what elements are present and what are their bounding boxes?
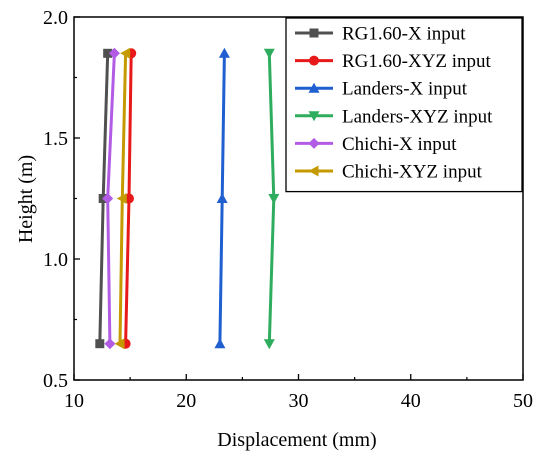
legend-marker (308, 111, 320, 122)
data-point (103, 48, 113, 58)
data-point (104, 338, 116, 350)
x-tick-label: 30 (289, 390, 309, 412)
legend-entry: RG1.60-X input (295, 24, 466, 45)
y-tick-label: 2.0 (43, 7, 68, 29)
legend-entry: RG1.60-XYZ input (295, 51, 492, 72)
series-layer (95, 47, 280, 350)
data-point (120, 47, 131, 59)
y-axis-title: Height (m) (15, 155, 37, 243)
legend-marker (309, 55, 319, 66)
axes: 10 20 30 40 50 0.5 1.0 1.5 2.0 (43, 7, 533, 412)
data-point (263, 339, 275, 350)
x-tick-label: 20 (176, 390, 196, 412)
data-point (218, 47, 230, 58)
data-point (102, 193, 114, 204)
legend-entry: Landers-X input (295, 79, 468, 100)
x-tick-label: 50 (513, 390, 533, 412)
legend-marker (308, 82, 320, 93)
data-point (216, 193, 228, 203)
legend-entry: Chichi-X input (295, 134, 457, 155)
y-tick-label: 1.0 (43, 249, 68, 271)
data-point (214, 338, 226, 349)
legend-entry: Landers-XYZ input (295, 106, 493, 127)
legend-label: RG1.60-X input (342, 24, 466, 45)
legend-label: Chichi-XYZ input (342, 162, 483, 183)
data-point (268, 194, 280, 204)
x-tick-label: 40 (401, 390, 421, 412)
data-point (116, 193, 127, 204)
data-point (108, 47, 120, 59)
y-tick-label: 0.5 (43, 370, 68, 392)
series-5 (102, 47, 120, 350)
legend-marker (309, 28, 319, 38)
data-point (263, 48, 275, 59)
series-3 (214, 47, 230, 349)
x-tick-label: 10 (64, 390, 84, 412)
legend-label: RG1.60-XYZ input (342, 51, 492, 72)
x-axis-title: Displacement (mm) (217, 429, 376, 451)
legend-box (285, 17, 523, 193)
data-point (114, 338, 125, 350)
series-4 (263, 48, 280, 350)
y-tick-label: 1.5 (43, 128, 68, 150)
series-6 (114, 47, 131, 350)
data-point (95, 339, 105, 349)
legend-marker (308, 165, 319, 177)
legend-marker (308, 137, 320, 149)
legend-label: Landers-XYZ input (342, 106, 493, 127)
legend-label: Landers-X input (342, 79, 468, 100)
legend: RG1.60-X input RG1.60-XYZ input Landers-X … (285, 17, 523, 193)
legend-entry: Chichi-XYZ input (295, 162, 483, 183)
legend-label: Chichi-X input (342, 134, 457, 155)
